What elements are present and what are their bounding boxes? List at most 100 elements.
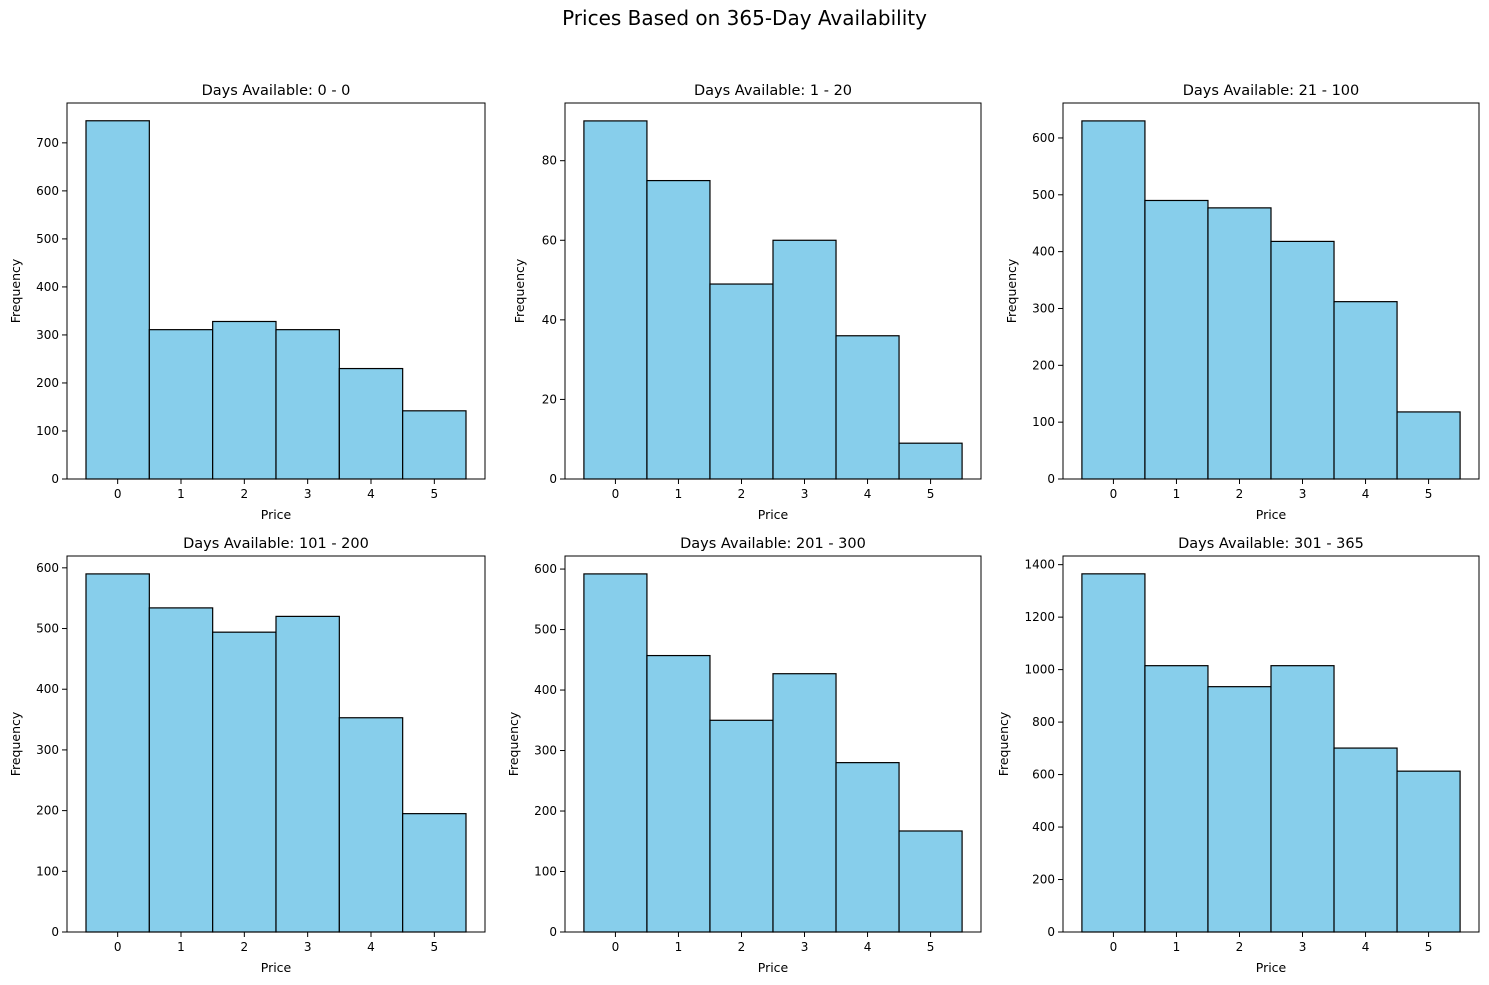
y-tick-label: 40 bbox=[542, 313, 557, 327]
histogram-bar bbox=[148, 329, 214, 480]
x-tick-label: 2 bbox=[738, 940, 746, 954]
y-tick-label: 300 bbox=[534, 744, 557, 758]
histogram-bar bbox=[1081, 120, 1146, 480]
histogram-bar bbox=[338, 717, 404, 933]
x-tick-label: 0 bbox=[114, 487, 122, 501]
y-tick-label: 1400 bbox=[1024, 558, 1055, 572]
histogram-bar bbox=[148, 607, 214, 933]
x-tick-label: 4 bbox=[864, 940, 872, 954]
y-tick-label: 400 bbox=[1032, 820, 1055, 834]
histogram-bar bbox=[709, 283, 774, 480]
y-axis-label: Frequency bbox=[8, 711, 23, 776]
histogram-bar bbox=[898, 830, 963, 933]
axes-frame bbox=[66, 555, 486, 933]
histogram-bar bbox=[646, 179, 711, 480]
y-tick-label: 700 bbox=[36, 136, 59, 150]
histogram-bar bbox=[1270, 665, 1335, 933]
subplot-title: Days Available: 301 - 365 bbox=[1178, 536, 1364, 552]
histogram-bar bbox=[646, 654, 711, 933]
x-axis-label: Price bbox=[1256, 507, 1287, 522]
histogram-bar bbox=[835, 762, 900, 933]
y-axis-label: Frequency bbox=[1004, 258, 1019, 323]
y-tick-label: 100 bbox=[534, 865, 557, 879]
y-tick-label: 200 bbox=[1032, 873, 1055, 887]
y-tick-label: 600 bbox=[534, 562, 557, 576]
y-tick-label: 1200 bbox=[1024, 610, 1055, 624]
y-tick-label: 100 bbox=[36, 424, 59, 438]
y-tick-label: 200 bbox=[36, 376, 59, 390]
histogram-bar bbox=[85, 120, 150, 480]
y-tick-label: 0 bbox=[549, 925, 557, 939]
y-axis-label: Frequency bbox=[8, 258, 23, 323]
x-tick-label: 3 bbox=[304, 940, 312, 954]
histogram-bar bbox=[275, 329, 340, 480]
x-axis-label: Price bbox=[758, 960, 789, 975]
x-tick-label: 5 bbox=[431, 940, 439, 954]
subplot-2: 0 1 2 3 4 5 0 20 40 60 80 Days Available: 1 - 20 Pri… bbox=[512, 83, 982, 522]
histogram-bar bbox=[338, 367, 404, 480]
x-tick-label: 2 bbox=[1236, 487, 1244, 501]
x-tick-label: 2 bbox=[1236, 940, 1244, 954]
y-tick-label: 400 bbox=[36, 682, 59, 696]
y-tick-label: 200 bbox=[36, 804, 59, 818]
y-tick-label: 100 bbox=[36, 864, 59, 878]
histogram-bar bbox=[212, 631, 277, 933]
histogram-bar bbox=[583, 120, 648, 480]
x-axis-label: Price bbox=[1256, 960, 1287, 975]
y-tick-label: 0 bbox=[549, 472, 557, 486]
y-tick-label: 400 bbox=[534, 683, 557, 697]
x-tick-label: 4 bbox=[864, 487, 872, 501]
subplot-3: 0 1 2 3 4 5 0 100 200 300 400 500 600 Days Available:… bbox=[1004, 83, 1480, 522]
x-tick-label: 1 bbox=[1173, 940, 1181, 954]
x-tick-label: 3 bbox=[801, 487, 809, 501]
y-axis-label: Frequency bbox=[996, 711, 1011, 776]
y-tick-label: 300 bbox=[36, 743, 59, 757]
y-tick-label: 600 bbox=[1032, 131, 1055, 145]
x-tick-label: 2 bbox=[241, 487, 249, 501]
y-tick-label: 300 bbox=[1032, 301, 1055, 315]
histogram-bar bbox=[1144, 199, 1209, 480]
y-tick-label: 0 bbox=[51, 925, 59, 939]
axes-frame bbox=[564, 102, 982, 480]
x-tick-label: 3 bbox=[1299, 940, 1307, 954]
y-tick-label: 200 bbox=[534, 804, 557, 818]
y-tick-label: 60 bbox=[542, 233, 557, 247]
histogram-bar bbox=[402, 813, 467, 933]
histogram-bar bbox=[1333, 301, 1398, 480]
histogram-bar bbox=[772, 673, 837, 933]
x-tick-label: 5 bbox=[431, 487, 439, 501]
x-tick-label: 2 bbox=[241, 940, 249, 954]
y-tick-label: 500 bbox=[36, 232, 59, 246]
histogram-bar bbox=[1144, 665, 1209, 933]
x-axis-label: Price bbox=[758, 507, 789, 522]
x-tick-label: 1 bbox=[675, 487, 683, 501]
axes-frame bbox=[66, 102, 486, 480]
axes-frame bbox=[1062, 555, 1480, 933]
subplot-title: Days Available: 21 - 100 bbox=[1183, 83, 1360, 99]
x-tick-label: 3 bbox=[1299, 487, 1307, 501]
histogram-bar bbox=[1207, 207, 1272, 480]
y-axis-label: Frequency bbox=[512, 258, 527, 323]
x-tick-label: 5 bbox=[1425, 940, 1433, 954]
histogram-bar bbox=[1396, 770, 1461, 933]
x-tick-label: 1 bbox=[177, 487, 185, 501]
histogram-bar bbox=[275, 615, 340, 933]
y-tick-label: 300 bbox=[36, 328, 59, 342]
x-tick-label: 0 bbox=[114, 940, 122, 954]
subplot-4: 0 1 2 3 4 5 0 100 200 300 400 500 600 Days Available:… bbox=[8, 536, 486, 975]
y-tick-label: 400 bbox=[1032, 245, 1055, 259]
x-tick-label: 5 bbox=[1425, 487, 1433, 501]
subplot-1: 0 1 2 3 4 5 0 100 200 300 400 500 600 700 Days Availab… bbox=[8, 83, 486, 522]
y-tick-label: 800 bbox=[1032, 715, 1055, 729]
x-axis-label: Price bbox=[261, 507, 292, 522]
x-tick-label: 0 bbox=[612, 487, 620, 501]
x-tick-label: 4 bbox=[367, 487, 375, 501]
y-tick-label: 0 bbox=[51, 472, 59, 486]
axes-frame bbox=[564, 555, 982, 933]
y-tick-label: 600 bbox=[36, 561, 59, 575]
figure-title: Prices Based on 365-Day Availability bbox=[562, 6, 927, 30]
y-tick-label: 600 bbox=[36, 184, 59, 198]
axes-frame bbox=[1062, 102, 1480, 480]
histogram-bar bbox=[1396, 411, 1461, 480]
